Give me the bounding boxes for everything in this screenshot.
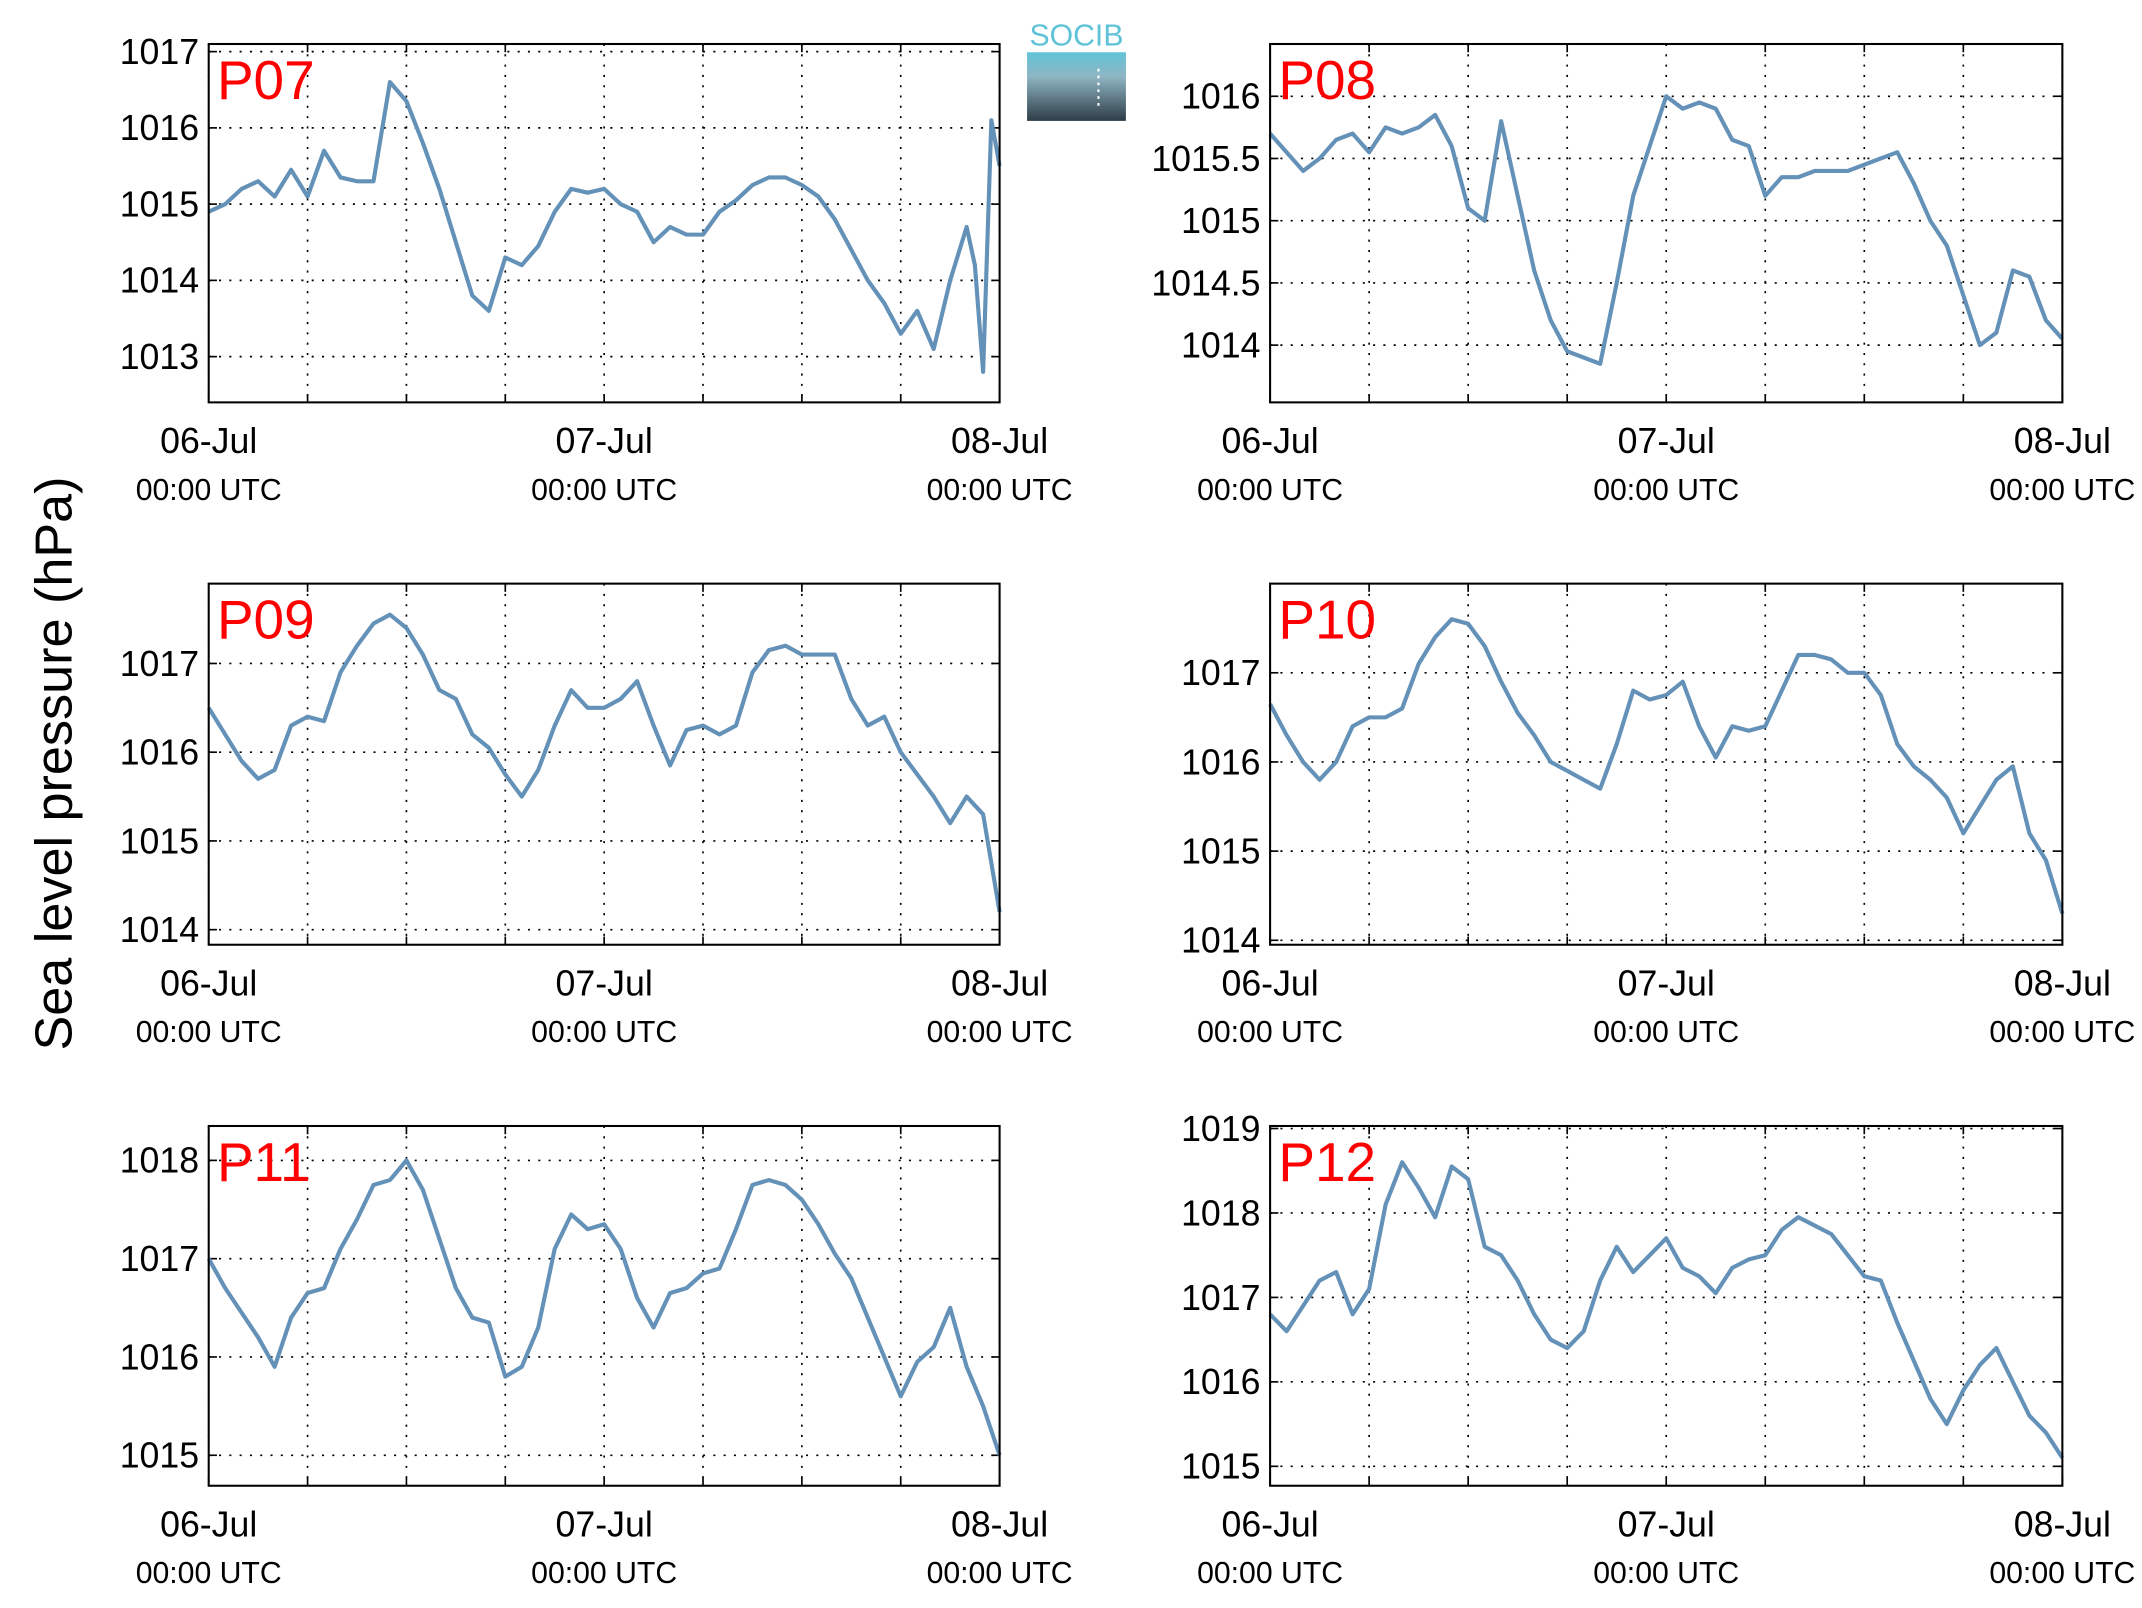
- logo: SOCIB: [1027, 19, 1126, 121]
- y-tick-label: 1016: [1181, 742, 1260, 782]
- plot-frame: [1269, 1124, 2064, 1487]
- x-tick-label: 06-Jul 00:00 UTC: [136, 421, 282, 507]
- y-tick-label: 1014.5: [1151, 263, 1260, 303]
- y-tick-label: 1013: [120, 337, 199, 377]
- subplot-title: P09: [217, 589, 315, 651]
- series-line: [1268, 94, 2064, 366]
- x-tick-label: 08-Jul 00:00 UTC: [1989, 1505, 2135, 1591]
- subplot: 1014 1015 1016 1017 06-Jul 00:00 UTC 07-Jul 00:…: [120, 582, 1073, 1050]
- y-tick-label: 1018: [120, 1141, 199, 1181]
- x-tick-label: 06-Jul 00:00 UTC: [136, 1505, 282, 1591]
- plot-frame: [1269, 582, 2064, 946]
- plot-frame: [207, 1124, 1001, 1487]
- y-axis-label: Sea level pressure (hPa): [25, 476, 83, 1050]
- y-tick-label: 1015: [1181, 1447, 1260, 1487]
- x-tick-label: 07-Jul 00:00 UTC: [531, 964, 677, 1050]
- x-tick-label: 07-Jul 00:00 UTC: [1593, 421, 1739, 507]
- series-line: [206, 1158, 1002, 1456]
- y-tick-label: 1015: [1181, 831, 1260, 871]
- series-line: [206, 612, 1002, 913]
- y-tick-label: 1015: [120, 1436, 199, 1476]
- subplot-title: P07: [217, 49, 315, 111]
- logo-text: SOCIB: [1030, 19, 1124, 52]
- x-tick-label: 08-Jul 00:00 UTC: [927, 1505, 1073, 1591]
- y-tick-label: 1016: [120, 733, 199, 773]
- x-tick-label: 07-Jul 00:00 UTC: [531, 1505, 677, 1591]
- plot-frame: [207, 42, 1001, 404]
- x-tick-label: 07-Jul 00:00 UTC: [1593, 1505, 1739, 1591]
- x-tick-label: 06-Jul 00:00 UTC: [1197, 1505, 1343, 1591]
- y-tick-label: 1015: [1181, 201, 1260, 241]
- y-tick-label: 1017: [120, 1239, 199, 1279]
- subplot: 1014 1015 1016 1017 06-Jul 00:00 UTC 07-Jul 00:…: [1181, 582, 2135, 1050]
- x-tick-label: 08-Jul 00:00 UTC: [927, 964, 1073, 1050]
- y-tick-label: 1014: [1181, 325, 1260, 365]
- plot-frame: [207, 582, 1001, 946]
- y-tick-label: 1016: [120, 108, 199, 148]
- subplot: 1013 1014 1015 1016 1017 06-Jul 00:00 UTC 07-Ju…: [120, 32, 1073, 507]
- y-tick-label: 1015: [120, 821, 199, 861]
- x-tick-label: 06-Jul 00:00 UTC: [136, 964, 282, 1050]
- y-tick-label: 1014: [120, 910, 199, 950]
- y-tick-label: 1016: [1181, 1362, 1260, 1402]
- subplot: 1014 1014.5 1015 1015.5 1016 06-Jul 00:00 UTC 0…: [1151, 42, 2135, 507]
- x-tick-label: 07-Jul 00:00 UTC: [531, 421, 677, 507]
- subplot: 1015 1016 1017 1018 06-Jul 00:00 UTC 07-Jul 00:…: [120, 1124, 1073, 1591]
- y-tick-label: 1014: [120, 261, 199, 301]
- y-tick-label: 1017: [120, 644, 199, 684]
- x-tick-label: 08-Jul 00:00 UTC: [1989, 421, 2135, 507]
- y-tick-label: 1015: [120, 184, 199, 224]
- y-tick-label: 1017: [1181, 653, 1260, 693]
- subplot-title: P10: [1278, 589, 1376, 651]
- series-line: [1268, 617, 2065, 915]
- y-tick-label: 1016: [1181, 77, 1260, 117]
- y-tick-label: 1016: [120, 1337, 199, 1377]
- x-tick-label: 07-Jul 00:00 UTC: [1593, 964, 1739, 1050]
- plot-frame: [1269, 42, 2064, 404]
- series-line: [207, 80, 1002, 374]
- subplot: 1015 1016 1017 1018 1019 06-Jul 00:00 UTC 07-Ju…: [1181, 1109, 2135, 1590]
- y-tick-label: 1017: [120, 32, 199, 72]
- x-tick-label: 08-Jul 00:00 UTC: [927, 421, 1073, 507]
- y-tick-label: 1015.5: [1151, 139, 1260, 179]
- y-tick-label: 1018: [1181, 1193, 1260, 1233]
- subplot-title: P08: [1278, 49, 1376, 111]
- x-tick-label: 06-Jul 00:00 UTC: [1197, 421, 1343, 507]
- logo-image: [1027, 52, 1126, 121]
- subplot-title: P12: [1278, 1131, 1376, 1193]
- x-tick-label: 08-Jul 00:00 UTC: [1989, 964, 2135, 1050]
- y-tick-label: 1017: [1181, 1278, 1260, 1318]
- y-tick-label: 1019: [1181, 1109, 1260, 1149]
- y-tick-label: 1014: [1181, 921, 1260, 961]
- series-line: [1268, 1160, 2065, 1459]
- x-tick-label: 06-Jul 00:00 UTC: [1197, 964, 1343, 1050]
- subplot-title: P11: [217, 1131, 311, 1193]
